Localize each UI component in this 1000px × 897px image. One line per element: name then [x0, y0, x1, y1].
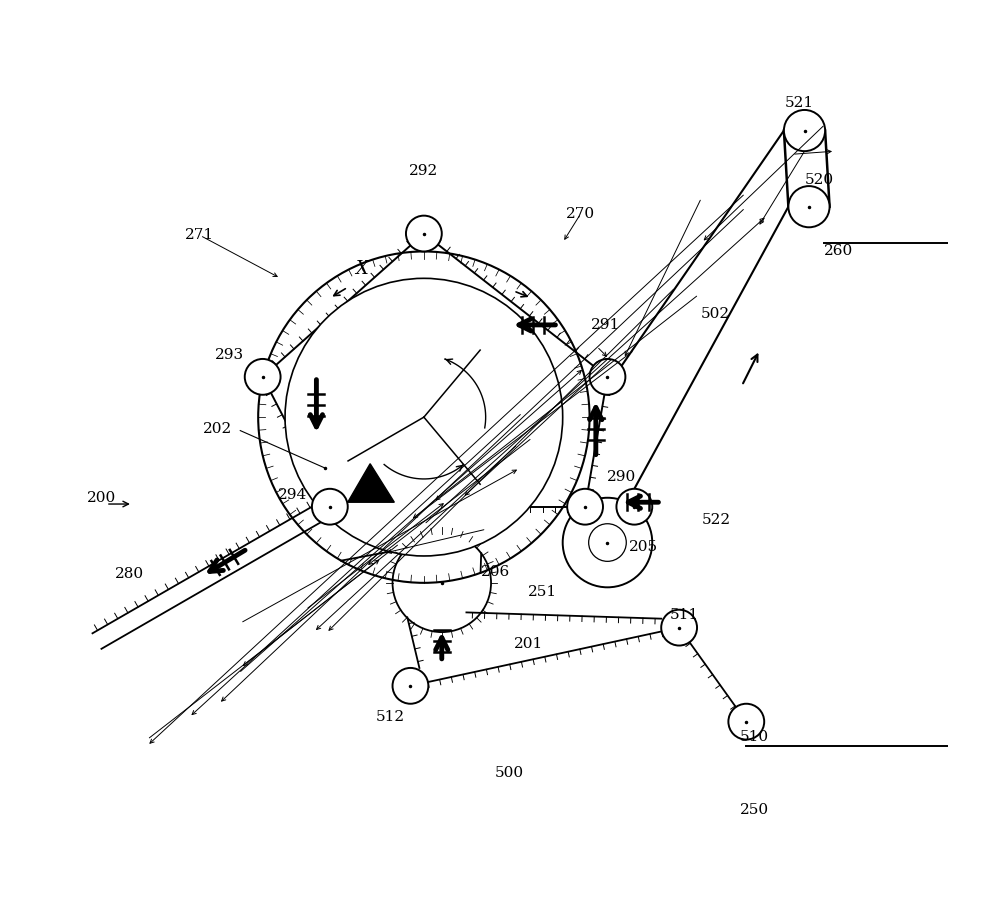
Text: 520: 520 — [804, 173, 833, 187]
Text: 271: 271 — [185, 229, 215, 242]
Text: 260: 260 — [824, 245, 853, 258]
Text: 270: 270 — [566, 207, 595, 221]
Text: 510: 510 — [740, 730, 769, 744]
Text: 200: 200 — [87, 491, 116, 505]
Circle shape — [784, 110, 825, 152]
Text: 290: 290 — [607, 470, 636, 484]
Circle shape — [563, 498, 652, 588]
Text: 205: 205 — [629, 540, 658, 554]
Circle shape — [285, 278, 563, 556]
Text: 292: 292 — [409, 164, 438, 178]
Circle shape — [589, 524, 626, 562]
Text: 202: 202 — [203, 422, 233, 436]
Circle shape — [590, 359, 625, 395]
Text: 502: 502 — [700, 307, 730, 321]
Text: 293: 293 — [215, 348, 244, 362]
Text: 250: 250 — [740, 804, 769, 817]
Text: 291: 291 — [591, 318, 620, 332]
Text: X: X — [355, 260, 368, 278]
Text: 206: 206 — [481, 565, 510, 579]
Circle shape — [321, 314, 527, 520]
Circle shape — [312, 489, 348, 525]
Polygon shape — [348, 464, 394, 502]
Text: 522: 522 — [702, 513, 731, 527]
Text: 201: 201 — [514, 637, 543, 650]
Circle shape — [245, 359, 281, 395]
Text: 280: 280 — [115, 567, 144, 581]
Text: 521: 521 — [785, 96, 814, 109]
Text: 511: 511 — [670, 608, 699, 623]
Circle shape — [393, 668, 428, 704]
Circle shape — [406, 215, 442, 251]
Circle shape — [788, 186, 830, 227]
Circle shape — [661, 610, 697, 646]
Text: 294: 294 — [278, 488, 307, 502]
Text: 512: 512 — [376, 710, 405, 724]
Circle shape — [567, 489, 603, 525]
Circle shape — [728, 704, 764, 739]
Text: 500: 500 — [494, 766, 524, 779]
Text: 251: 251 — [528, 585, 558, 599]
Circle shape — [616, 489, 652, 525]
